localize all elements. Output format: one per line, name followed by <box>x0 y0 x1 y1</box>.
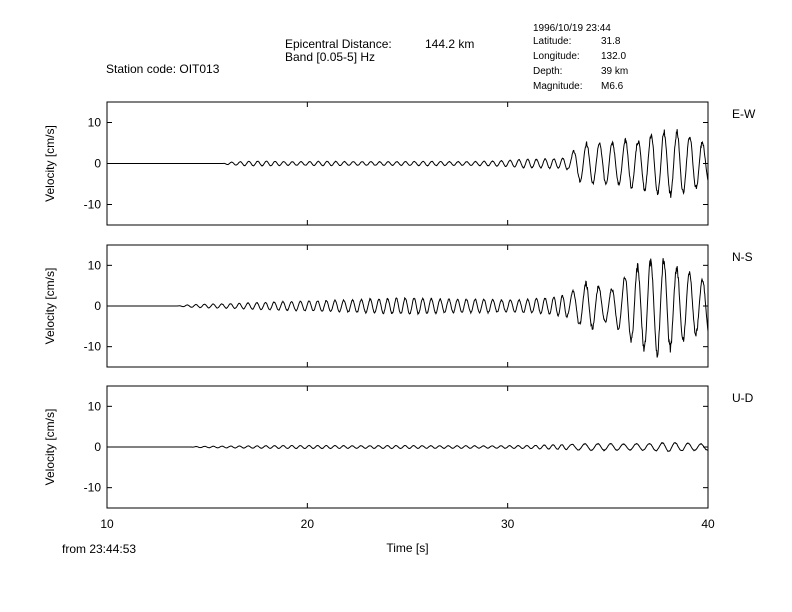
x-axis-label: Time [s] <box>386 541 428 555</box>
x-tick-label: 40 <box>701 517 715 531</box>
y-axis-label: Velocity [cm/s] <box>43 268 57 345</box>
y-tick-label: 0 <box>94 299 101 313</box>
epicentral-distance-value: 144.2 km <box>425 37 475 51</box>
y-tick-label: -10 <box>84 481 102 495</box>
longitude-value: 132.0 <box>601 51 627 62</box>
latitude-value: 31.8 <box>601 36 621 47</box>
y-tick-label: 10 <box>88 399 102 413</box>
frequency-band: Band [0.05-5] Hz <box>285 50 376 64</box>
y-tick-label: -10 <box>84 340 102 354</box>
x-tick-label: 30 <box>501 517 515 531</box>
depth-value: 39 km <box>601 66 629 77</box>
event-parameters: Latitude: 31.8 Longitude: 132.0 Depth: 3… <box>533 36 653 96</box>
start-time-note: from 23:44:53 <box>62 542 137 556</box>
station-code: Station code: OIT013 <box>106 62 220 76</box>
event-datetime: 1996/10/19 23:44 <box>533 23 611 34</box>
y-tick-label: 10 <box>88 116 102 130</box>
component-label-e-w: E-W <box>732 107 756 121</box>
trace-n-s <box>107 258 709 358</box>
trace-e-w <box>107 129 709 198</box>
component-label-u-d: U-D <box>732 391 754 405</box>
y-tick-label: 0 <box>94 157 101 171</box>
y-tick-label: -10 <box>84 198 102 212</box>
epicentral-distance-label: Epicentral Distance: <box>285 37 392 51</box>
y-tick-label: 0 <box>94 440 101 454</box>
x-tick-label: 20 <box>301 517 315 531</box>
component-label-n-s: N-S <box>732 250 753 264</box>
y-axis-label: Velocity [cm/s] <box>43 409 57 486</box>
magnitude-value: M6.6 <box>601 81 624 92</box>
y-axis-label: Velocity [cm/s] <box>43 125 57 202</box>
trace-u-d <box>107 441 709 453</box>
magnitude-label: Magnitude: <box>533 81 583 92</box>
depth-label: Depth: <box>533 66 563 77</box>
longitude-label: Longitude: <box>533 51 580 62</box>
x-tick-label: 10 <box>100 517 114 531</box>
latitude-label: Latitude: <box>533 36 572 47</box>
y-tick-label: 10 <box>88 258 102 272</box>
